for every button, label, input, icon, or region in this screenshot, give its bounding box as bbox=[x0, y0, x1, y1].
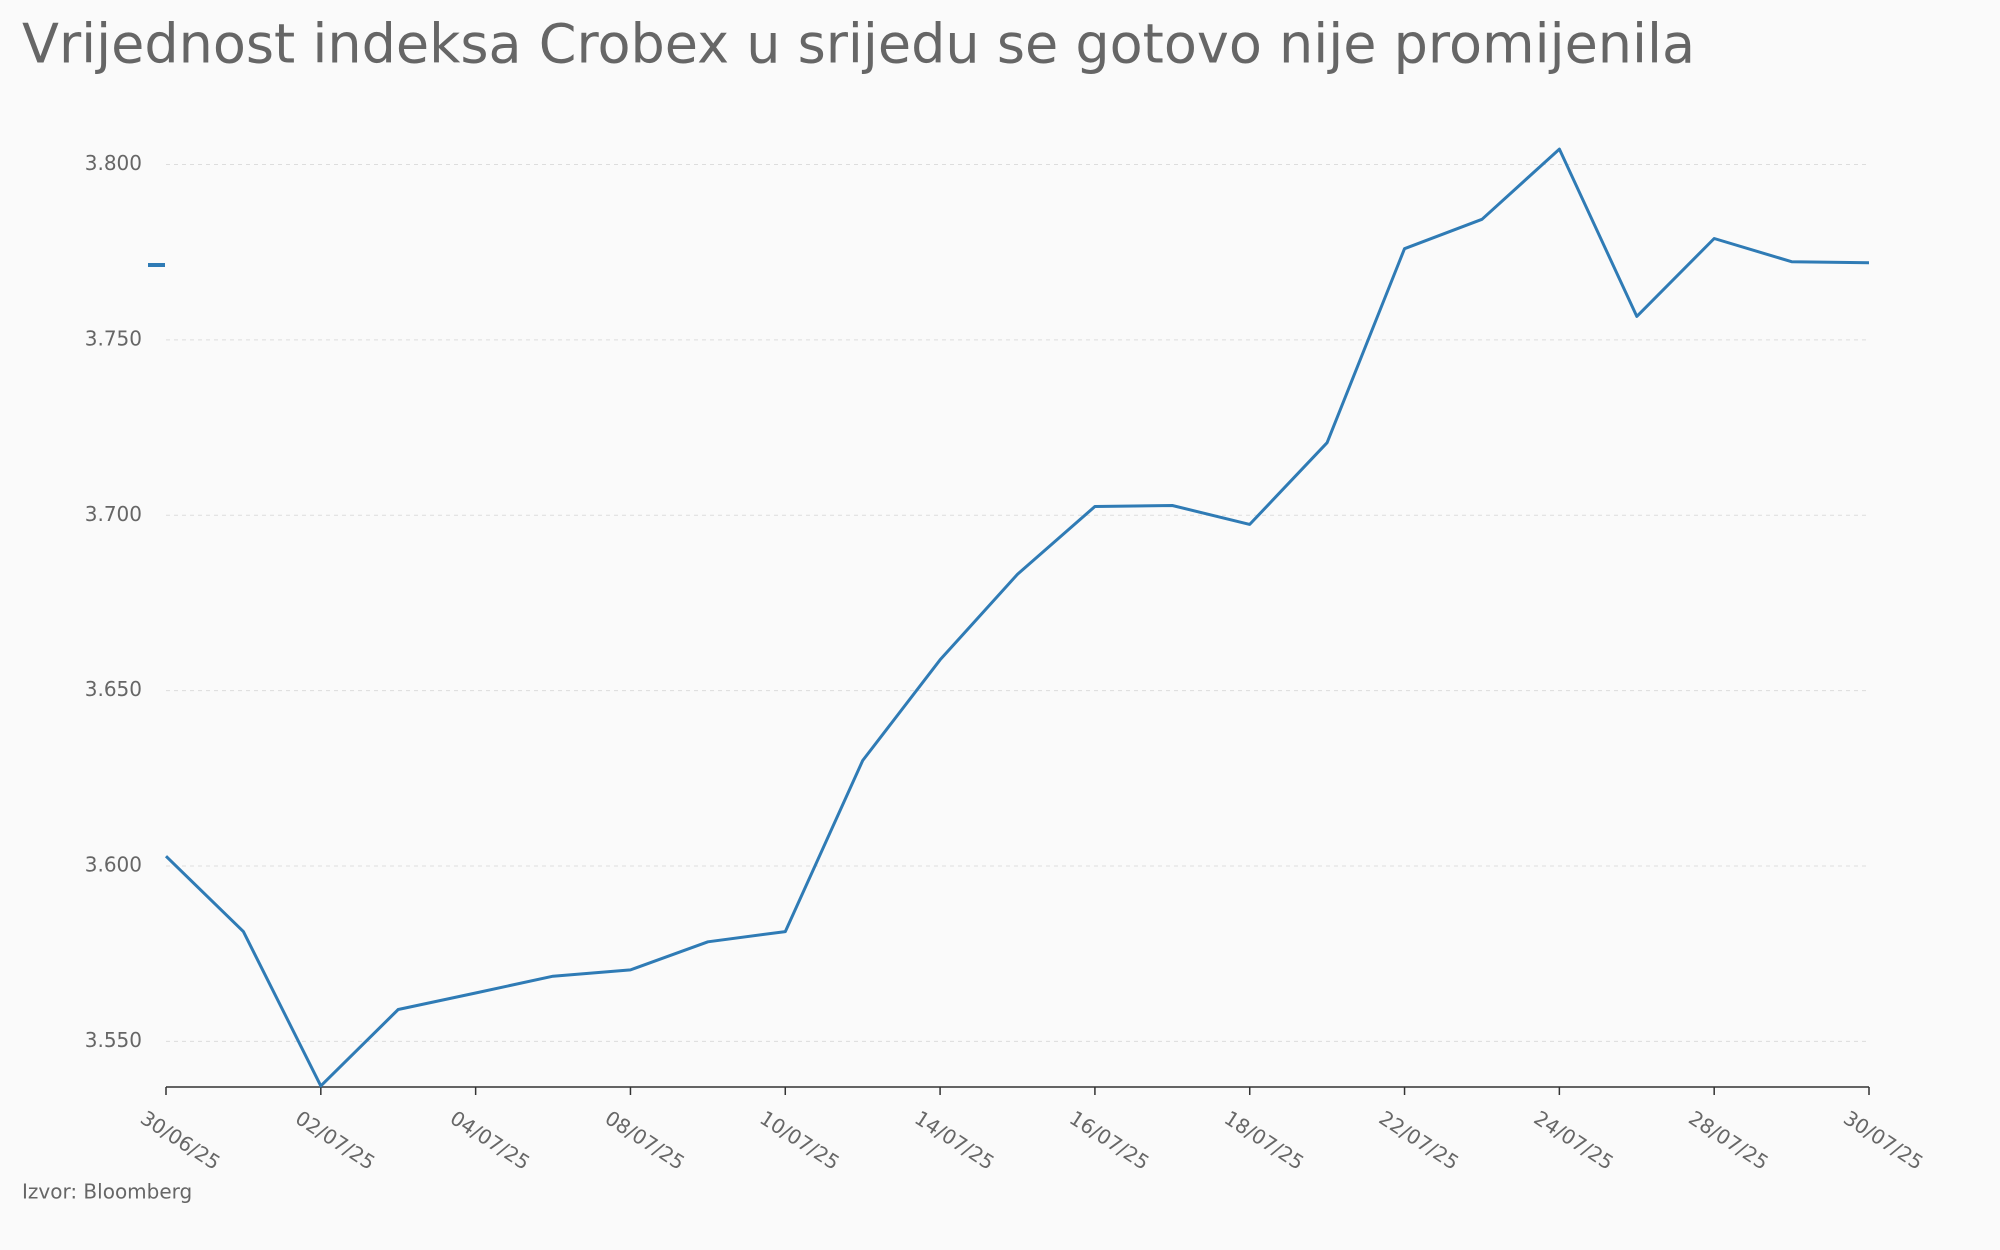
chart-title: Vrijednost indeksa Crobex u srijedu se g… bbox=[22, 13, 1695, 76]
source-note: Izvor: Bloomberg bbox=[22, 1180, 192, 1204]
y-tick-label: 3.700 bbox=[85, 502, 142, 526]
data-line bbox=[164, 147, 1870, 1088]
y-tick-label: 3.750 bbox=[85, 326, 142, 350]
y-tick-label: 3.550 bbox=[85, 1028, 142, 1052]
y-tick-label: 3.650 bbox=[85, 677, 142, 701]
y-tick-label: 3.800 bbox=[85, 151, 142, 175]
y-tick-label: 3.600 bbox=[85, 853, 142, 877]
